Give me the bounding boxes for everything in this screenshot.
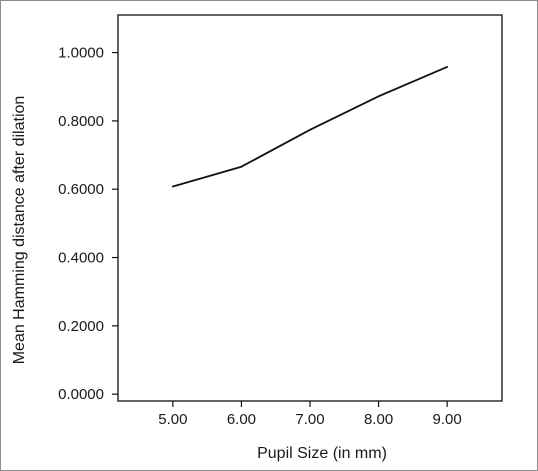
y-tick-label: 0.2000 bbox=[58, 318, 104, 335]
y-tick-label: 0.6000 bbox=[58, 181, 104, 198]
x-tick-label: 9.00 bbox=[433, 411, 462, 428]
data-point bbox=[240, 165, 243, 168]
series-line bbox=[172, 66, 448, 188]
y-tick-label: 0.0000 bbox=[58, 386, 104, 403]
y-axis-title: Mean Hamming distance after dilation bbox=[11, 96, 28, 365]
x-tick-label: 8.00 bbox=[364, 411, 393, 428]
x-axis: 5.00 6.00 7.00 8.00 9.00 bbox=[158, 401, 462, 428]
data-point bbox=[446, 66, 449, 68]
series-group bbox=[171, 66, 449, 188]
y-tick-label: 0.8000 bbox=[58, 113, 104, 130]
x-axis-title: Pupil Size (in mm) bbox=[257, 445, 387, 462]
x-tick-label: 5.00 bbox=[158, 411, 187, 428]
x-tick-label: 6.00 bbox=[227, 411, 256, 428]
x-tick-label: 7.00 bbox=[295, 411, 324, 428]
data-point bbox=[171, 185, 174, 188]
data-point bbox=[377, 95, 380, 98]
y-tick-label: 0.4000 bbox=[58, 250, 104, 267]
plot-area bbox=[117, 14, 503, 402]
y-tick-label: 1.0000 bbox=[58, 45, 104, 62]
data-point bbox=[309, 128, 311, 131]
y-axis: 0.0000 0.2000 0.4000 0.6000 0.8000 1.0000 bbox=[58, 45, 118, 403]
